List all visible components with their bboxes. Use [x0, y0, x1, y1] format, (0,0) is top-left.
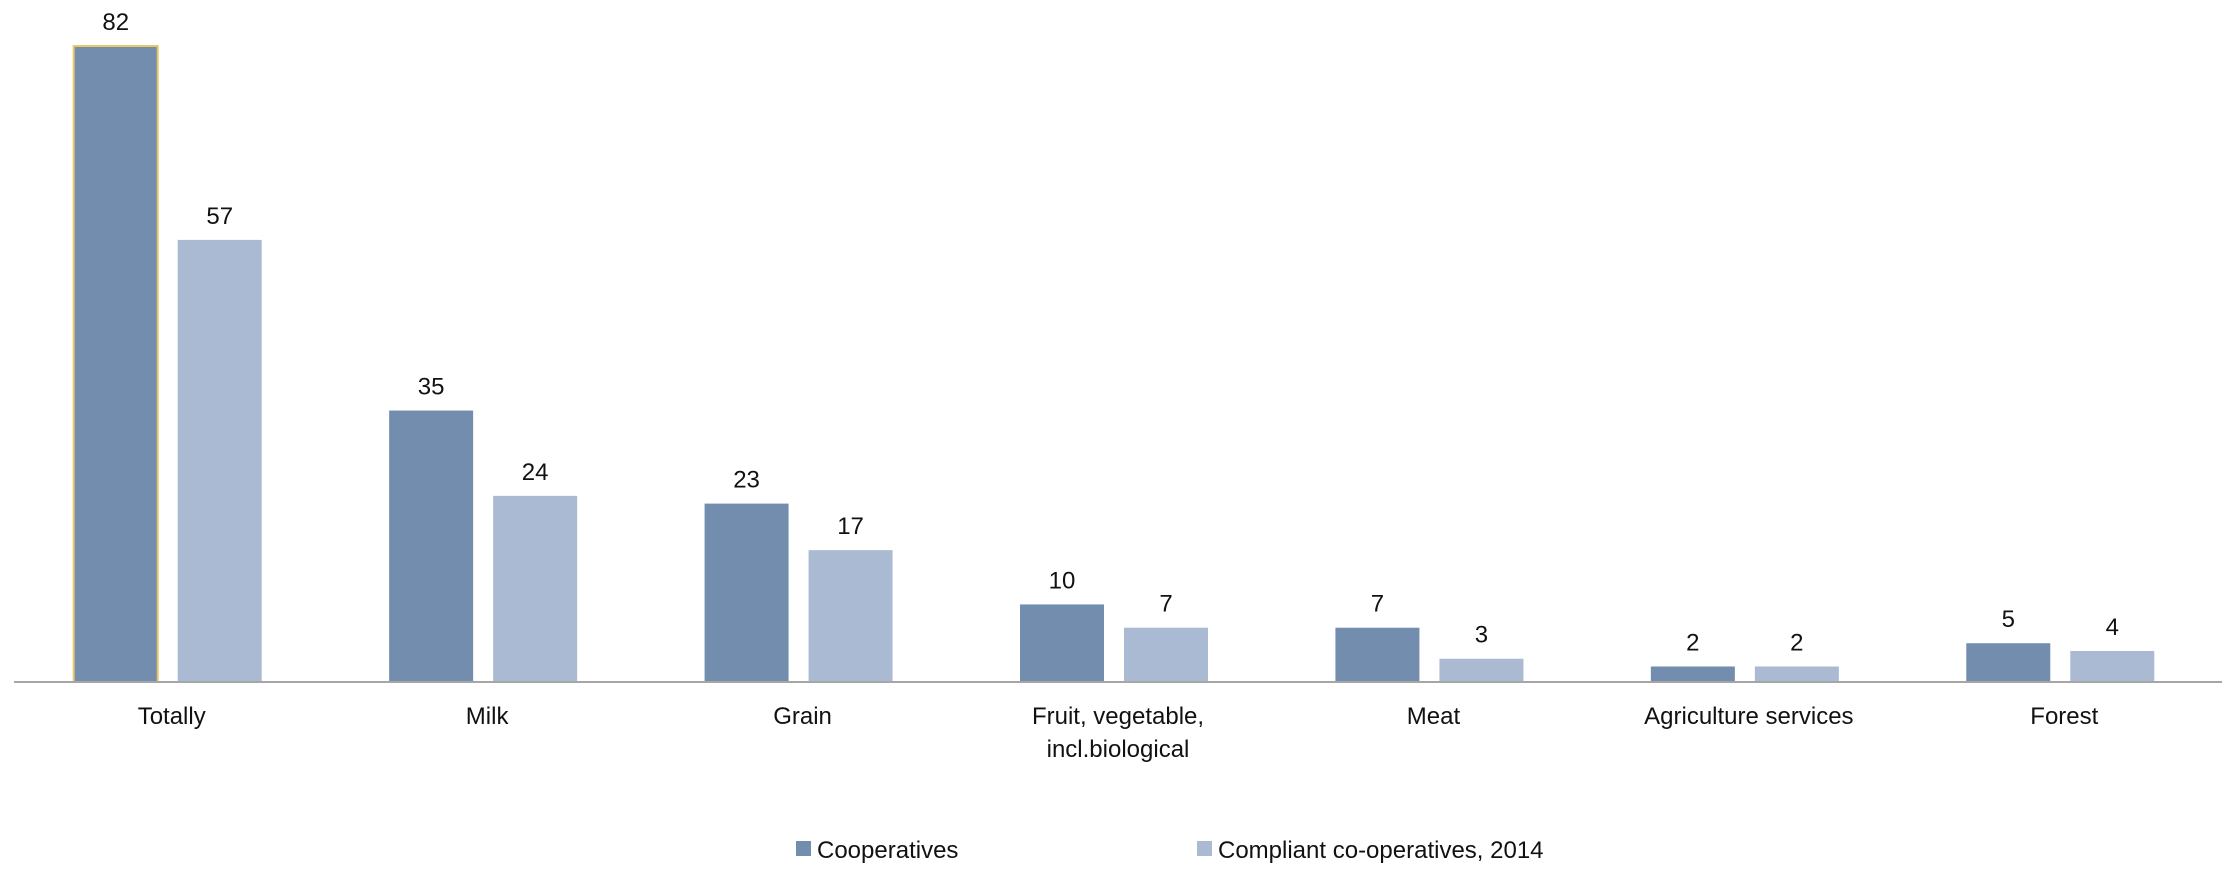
x-tick-line-6-0: Forest	[2030, 703, 2098, 730]
bar-cooperatives-2	[704, 503, 789, 682]
data-label-0-2: 23	[733, 467, 760, 494]
bar-compliant-co-operatives-2014-5	[1754, 666, 1839, 682]
x-tick-label-1: Milk	[466, 703, 510, 730]
bar-cooperatives-4	[1335, 627, 1420, 682]
bar-cooperatives-0	[72, 45, 159, 683]
data-label-1-0: 57	[206, 203, 233, 230]
data-label-1-2: 17	[837, 513, 864, 540]
data-label-0-5: 2	[1686, 629, 1699, 656]
bar-cooperatives-5	[1650, 666, 1735, 682]
data-label-0-3: 10	[1049, 567, 1076, 594]
bar-compliant-co-operatives-2014-4	[1439, 658, 1524, 682]
x-tick-label-5: Agriculture services	[1644, 703, 1853, 730]
data-label-1-5: 2	[1790, 629, 1803, 656]
bar-cooperatives-6	[1966, 643, 2051, 682]
data-label-0-1: 35	[418, 374, 445, 401]
x-tick-label-4: Meat	[1407, 703, 1461, 730]
bar-compliant-co-operatives-2014-6	[2070, 650, 2155, 682]
bars-layer	[72, 45, 2155, 683]
data-label-1-4: 3	[1475, 622, 1488, 649]
x-tick-label-2: Grain	[773, 703, 832, 730]
x-tick-line-4-0: Meat	[1407, 703, 1461, 730]
x-tick-line-2-0: Grain	[773, 703, 832, 730]
data-label-1-3: 7	[1159, 591, 1172, 618]
bar-cooperatives-1	[389, 410, 474, 682]
data-label-1-1: 24	[522, 459, 549, 486]
x-tick-line-0-0: Totally	[138, 703, 206, 730]
data-label-1-6: 4	[2106, 614, 2119, 641]
bar-compliant-co-operatives-2014-2	[808, 550, 893, 682]
bar-compliant-co-operatives-2014-3	[1124, 627, 1208, 682]
bar-cooperatives-3	[1020, 604, 1104, 682]
bar-compliant-co-operatives-2014-1	[493, 495, 578, 682]
legend-label-0: Cooperatives	[817, 837, 958, 864]
legend: Cooperatives Compliant co-operatives, 201…	[796, 837, 1544, 864]
x-tick-label-6: Forest	[2030, 703, 2098, 730]
data-label-0-0: 82	[102, 9, 129, 36]
x-tick-label-0: Totally	[138, 703, 206, 730]
x-tick-line-3-0: Fruit, vegetable,	[1032, 703, 1204, 730]
legend-marker-0	[796, 841, 811, 856]
legend-label-1: Compliant co-operatives, 2014	[1218, 837, 1544, 864]
x-tick-line-5-0: Agriculture services	[1644, 703, 1853, 730]
x-tick-line-3-1: incl.biological	[1047, 736, 1190, 763]
bar-compliant-co-operatives-2014-0	[177, 239, 262, 682]
legend-marker-1	[1197, 841, 1212, 856]
x-tick-line-1-0: Milk	[466, 703, 510, 730]
data-label-0-6: 5	[2002, 606, 2015, 633]
x-tick-label-3: Fruit, vegetable, incl.biological	[1032, 703, 1204, 763]
data-label-0-4: 7	[1371, 591, 1384, 618]
